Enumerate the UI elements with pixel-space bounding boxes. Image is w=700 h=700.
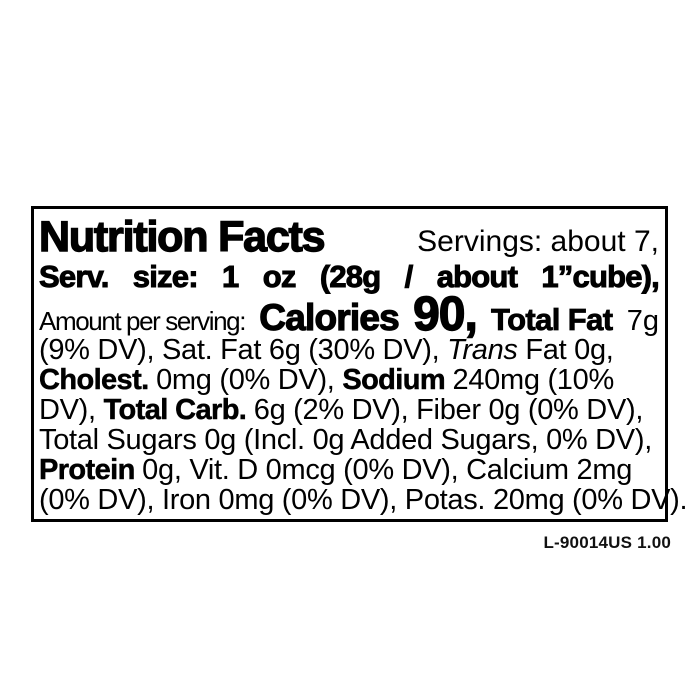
nutrition-facts-title: Nutrition Facts (38, 213, 326, 261)
protein-vitamins-line: Protein 0g, Vit. D 0mcg (0% DV), Calcium… (39, 454, 659, 486)
cholesterol-label: Cholest. (39, 364, 157, 396)
total-carb-label: Total Carb. (103, 394, 254, 426)
trans-fat-value: Fat 0g, (517, 334, 614, 366)
label-code: L-90014US 1.00 (543, 533, 671, 552)
total-sugars-text: Total Sugars 0g (Incl. 0g Added Sugars, … (39, 424, 652, 456)
amount-per-serving-text: Amount per serving: (39, 306, 246, 336)
dv-continued-text: DV), (39, 394, 104, 426)
total-fat-value: 7g (626, 305, 659, 337)
cholesterol-sodium-line: Cholest. 0mg (0% DV), Sodium 240mg (10% (39, 364, 659, 396)
total-fat-label: Total Fat (491, 302, 614, 338)
sat-trans-fat-line: (9% DV), Sat. Fat 6g (30% DV), Trans Fat… (39, 335, 659, 365)
protein-label: Protein (39, 454, 143, 486)
calories-line: Amount per serving: Calories 90, Total F… (39, 288, 659, 341)
serving-size-line: Serv. size: 1 oz (28g / about 1”cube), (39, 259, 661, 295)
sodium-label: Sodium (342, 364, 453, 396)
serving-size-text: Serv. size: 1 oz (28g / about 1”cube), (39, 259, 661, 294)
protein-vitd-calcium-values: 0g, Vit. D 0mcg (0% DV), Calcium 2mg (142, 454, 633, 486)
calories-value: 90, (412, 288, 478, 341)
trans-fat-label: Trans (447, 334, 518, 366)
carb-fiber-values: 6g (2% DV), Fiber 0g (0% DV), (253, 394, 644, 426)
cholesterol-value: 0mg (0% DV), (156, 364, 343, 396)
sodium-value: 240mg (10% (452, 364, 615, 396)
sugars-line: Total Sugars 0g (Incl. 0g Added Sugars, … (39, 425, 659, 455)
title-servings-line: Nutrition Facts Servings: about 7, (38, 213, 659, 261)
servings-count-text: Servings: about 7, (417, 225, 659, 258)
calories-label: Calories (259, 297, 401, 338)
iron-potassium-line: (0% DV), Iron 0mg (0% DV), Potas. 20mg (… (39, 485, 688, 515)
sat-fat-text: (9% DV), Sat. Fat 6g (30% DV), (39, 334, 448, 366)
nutrition-facts-label-box: Nutrition Facts Servings: about 7, Serv.… (31, 206, 688, 522)
carb-fiber-line: DV), Total Carb. 6g (2% DV), Fiber 0g (0… (39, 394, 659, 426)
iron-potassium-values: (0% DV), Iron 0mg (0% DV), Potas. 20mg (… (39, 484, 688, 516)
